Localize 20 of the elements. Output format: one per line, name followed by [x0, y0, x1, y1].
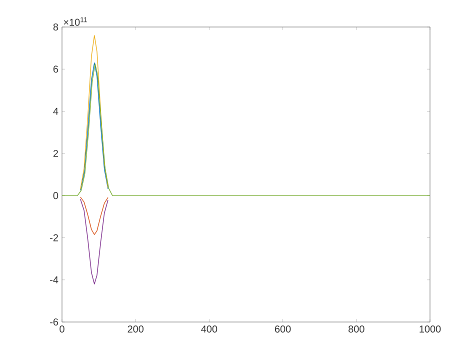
x-tick-label: 400 [201, 326, 218, 333]
line-series [80, 35, 108, 190]
line-series [80, 198, 108, 284]
y-tick-label: -6 [50, 318, 58, 326]
y-tick-label: -2 [50, 234, 58, 242]
y-tick-label: 4 [53, 108, 58, 115]
x-tick-label: 800 [348, 326, 364, 333]
x-tick-label: 0 [60, 326, 64, 333]
line-series [62, 64, 430, 196]
text: ×10$^{11}$ [64, 17, 87, 26]
x-tick-label: 200 [128, 326, 144, 333]
x-tick-label: 1000 [420, 326, 441, 333]
y-tick-label: 2 [53, 150, 58, 157]
line-series [80, 62, 108, 191]
y-tick-label: 8 [53, 23, 58, 31]
y-tick-label: 6 [53, 66, 58, 73]
line-series [80, 196, 108, 235]
y-tick-label: 0 [53, 192, 58, 200]
x-tick-label: 600 [274, 326, 291, 333]
y-tick-label: -4 [50, 276, 58, 284]
